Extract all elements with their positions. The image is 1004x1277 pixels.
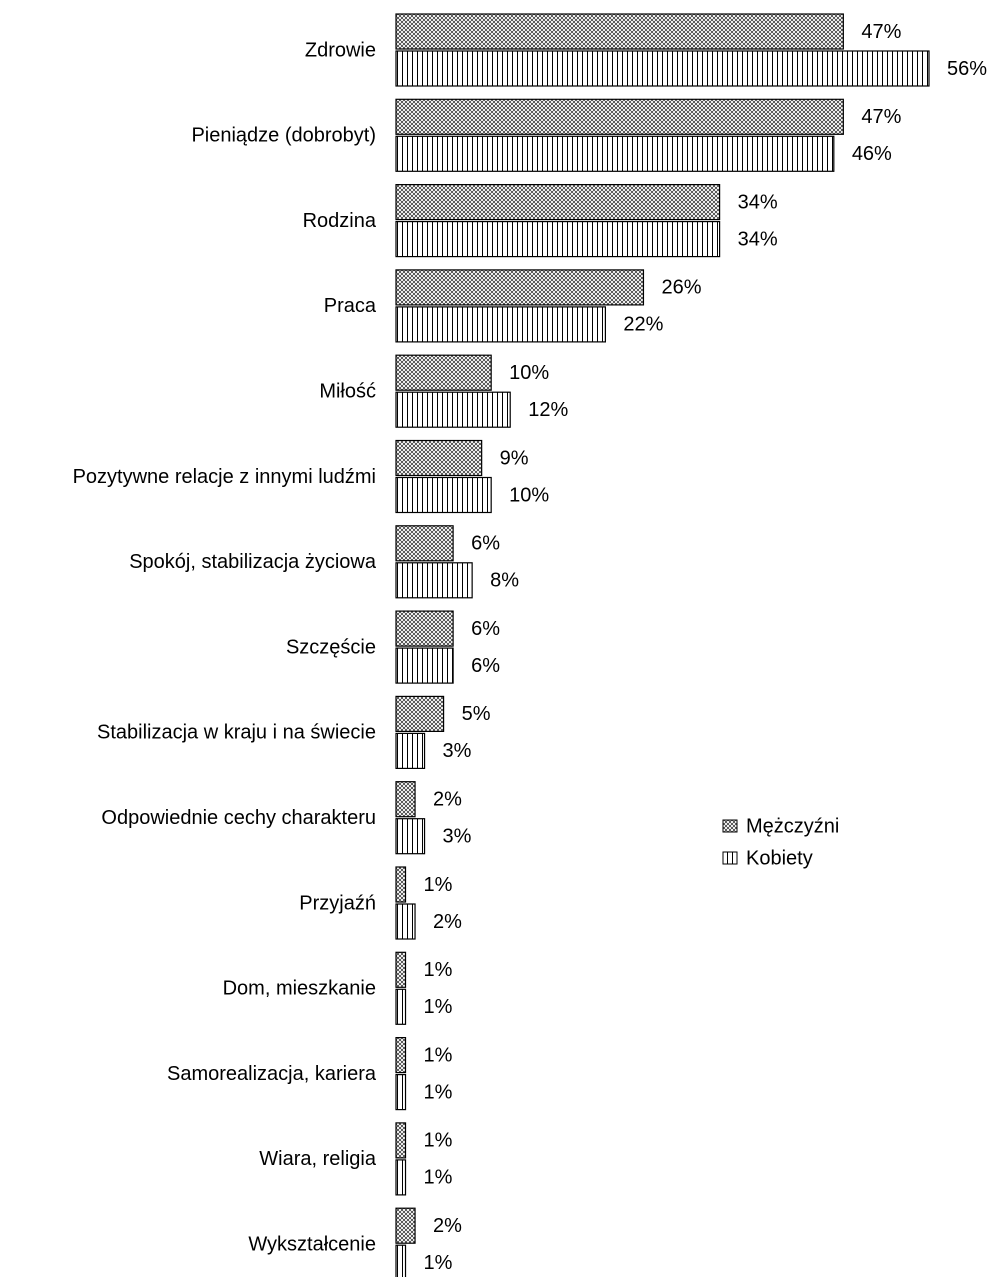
category-label: Miłość [319, 380, 376, 402]
value-label: 8% [490, 570, 519, 592]
value-label: 3% [443, 825, 472, 847]
bar [395, 1122, 407, 1159]
bar [395, 13, 844, 50]
bar [395, 610, 454, 647]
value-label: 1% [424, 874, 453, 896]
value-label: 3% [443, 740, 472, 762]
value-label: 2% [433, 788, 462, 810]
bar [395, 866, 407, 903]
value-label: 2% [433, 1215, 462, 1237]
value-label: 1% [424, 1130, 453, 1152]
bar [395, 354, 492, 391]
bar [395, 647, 454, 684]
bar [395, 50, 930, 87]
value-label: 5% [462, 703, 491, 725]
value-label: 1% [424, 996, 453, 1018]
bar [395, 1073, 407, 1111]
bar [395, 391, 511, 428]
bar [395, 1159, 407, 1196]
bar [395, 781, 416, 818]
bar [395, 221, 721, 258]
category-label: Przyjaźń [299, 892, 376, 914]
value-label: 9% [500, 447, 529, 469]
value-label: 1% [424, 959, 453, 981]
bar [395, 269, 645, 306]
bar [395, 695, 445, 733]
value-label: 1% [424, 1044, 453, 1066]
value-label: 10% [509, 484, 549, 506]
value-label: 34% [738, 228, 778, 250]
category-label: Stabilizacja w kraju i na świecie [97, 722, 376, 744]
value-label: 1% [424, 1252, 453, 1274]
bar [395, 562, 473, 599]
bar [395, 184, 721, 221]
bar [395, 525, 454, 562]
legend-label: Kobiety [746, 847, 813, 869]
value-label: 1% [424, 1167, 453, 1189]
value-label: 47% [861, 106, 901, 128]
bar [395, 135, 835, 172]
category-label: Dom, mieszkanie [223, 978, 376, 1000]
value-label: 47% [861, 21, 901, 43]
category-label: Pozytywne relacje z innymi ludźmi [73, 466, 376, 488]
category-label: Szczęście [286, 636, 376, 658]
bar [395, 98, 844, 135]
category-label: Praca [324, 295, 377, 317]
category-label: Pieniądze (dobrobyt) [191, 125, 376, 147]
value-label: 6% [471, 533, 500, 555]
value-label: 22% [623, 314, 663, 336]
category-label: Odpowiednie cechy charakteru [101, 807, 376, 829]
value-label: 56% [947, 58, 987, 80]
bar [395, 306, 606, 343]
value-label: 2% [433, 911, 462, 933]
bar [395, 476, 492, 514]
bar [395, 903, 416, 940]
value-label: 6% [471, 655, 500, 677]
bar [395, 1207, 416, 1244]
value-label: 10% [509, 362, 549, 384]
bar [395, 951, 407, 988]
category-label: Rodzina [303, 210, 377, 232]
value-label: 46% [852, 143, 892, 165]
value-label: 1% [424, 1081, 453, 1103]
bar [395, 439, 483, 477]
bar [395, 818, 426, 855]
legend-swatch [722, 819, 738, 833]
category-label: Wykształcenie [248, 1233, 376, 1255]
category-label: Samorealizacja, kariera [167, 1063, 377, 1085]
bar [395, 1244, 407, 1277]
value-label: 34% [738, 191, 778, 213]
value-label: 26% [661, 277, 701, 299]
value-label: 6% [471, 618, 500, 640]
category-label: Spokój, stabilizacja życiowa [129, 551, 377, 573]
legend-label: Mężczyźni [746, 815, 839, 837]
legend-swatch [722, 851, 738, 865]
category-label: Wiara, religia [259, 1148, 377, 1170]
bar [395, 988, 407, 1025]
bar [395, 732, 426, 770]
value-label: 12% [528, 399, 568, 421]
bar [395, 1036, 407, 1074]
category-label: Zdrowie [305, 39, 376, 61]
